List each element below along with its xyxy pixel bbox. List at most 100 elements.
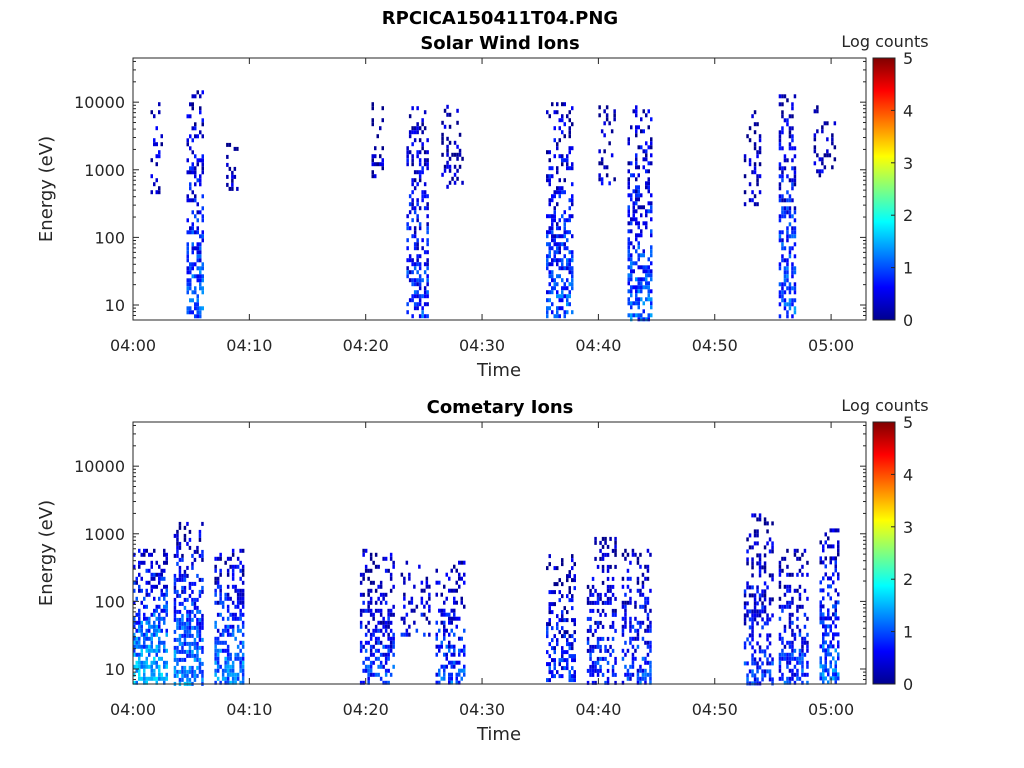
heatmap-cell [553,278,556,283]
heatmap-cell [183,641,187,646]
heatmap-cell [413,242,417,247]
heatmap-cell [743,613,747,618]
heatmap-cell [637,173,640,178]
heatmap-cell [372,660,375,665]
heatmap-cell [362,576,365,581]
heatmap-cell [753,142,757,147]
heatmap-cell [573,658,576,663]
heatmap-cell [214,668,217,673]
heatmap-cell [150,676,153,681]
heatmap-cell [198,593,202,598]
heatmap-cell [778,604,782,609]
heatmap-cell [650,145,653,150]
heatmap-cell [226,182,229,187]
heatmap-cell [445,596,448,601]
heatmap-cell [196,162,199,167]
heatmap-cell [649,624,652,629]
heatmap-cell [372,560,375,565]
heatmap-cell [176,609,179,614]
heatmap-cell [624,624,627,629]
heatmap-cell [822,648,825,653]
heatmap-cell [586,648,590,653]
heatmap-cell [642,149,645,154]
heatmap-cell [163,568,166,573]
heatmap-cell [546,662,549,667]
heatmap-cell [756,533,759,538]
heatmap-cell [561,290,564,295]
heatmap-cell [788,680,792,685]
heatmap-cell [624,612,627,617]
heatmap-cell [158,110,161,115]
heatmap-cell [133,624,136,629]
heatmap-cell [783,282,787,287]
heatmap-cell [239,588,242,593]
heatmap-cell [163,676,166,681]
heatmap-cell [781,242,784,247]
heatmap-cell [463,672,466,677]
heatmap-cell [629,628,632,633]
heatmap-cell [145,616,148,621]
heatmap-cell [450,608,453,613]
heatmap-cell [418,226,422,231]
heatmap-cell [766,645,769,650]
heatmap-cell [233,174,237,179]
heatmap-cell [426,162,429,167]
heatmap-cell [173,581,177,586]
heatmap-cell [418,138,422,143]
heatmap-cell [604,600,607,605]
heatmap-cell [418,178,422,183]
heatmap-cell [635,109,638,114]
heatmap-cell [461,180,464,185]
heatmap-cell [438,680,441,685]
heatmap-cell [548,642,551,647]
heatmap-cell [458,668,461,673]
heatmap-cell [556,582,559,587]
heatmap-cell [143,680,146,685]
heatmap-cell [384,644,388,649]
heatmap-cell [756,677,759,682]
heatmap-cell [145,580,148,585]
heatmap-cell [410,600,414,605]
heatmap-cell [221,632,225,637]
heatmap-cell [236,604,240,609]
heatmap-cell [443,168,447,173]
heatmap-cell [191,597,194,602]
heatmap-cell [188,581,192,586]
heatmap-cell [798,656,802,661]
heatmap-cell [751,669,754,674]
heatmap-cell [766,585,769,590]
heatmap-cell [367,680,370,685]
heatmap-cell [455,588,458,593]
heatmap-cell [445,652,448,657]
heatmap-cell [392,612,395,617]
heatmap-cell [155,664,158,669]
heatmap-cell [145,664,148,669]
heatmap-cell [756,541,759,546]
heatmap-cell [189,102,192,107]
heatmap-cell [563,650,566,655]
heatmap-cell [241,632,245,637]
heatmap-cell [448,164,452,169]
heatmap-cell [798,652,802,657]
heatmap-cell [606,668,610,673]
heatmap-cell [831,133,834,138]
heatmap-cell [367,568,370,573]
heatmap-cell [415,604,419,609]
heatmap-cell [598,113,601,118]
heatmap-cell [788,146,792,151]
heatmap-cell [381,118,384,123]
heatmap-cell [548,226,551,231]
heatmap-cell [201,673,204,678]
heatmap-cell [196,310,199,315]
heatmap-cell [133,552,136,557]
heatmap-cell [148,652,151,657]
heatmap-cell [231,576,235,581]
heatmap-cell [586,616,590,621]
heatmap-cell [647,273,650,278]
heatmap-cell [568,290,571,295]
heatmap-cell [236,616,240,621]
heatmap-cell [793,94,797,99]
heatmap-cell [153,548,156,553]
heatmap-cell [181,557,184,562]
heatmap-cell [829,544,832,549]
